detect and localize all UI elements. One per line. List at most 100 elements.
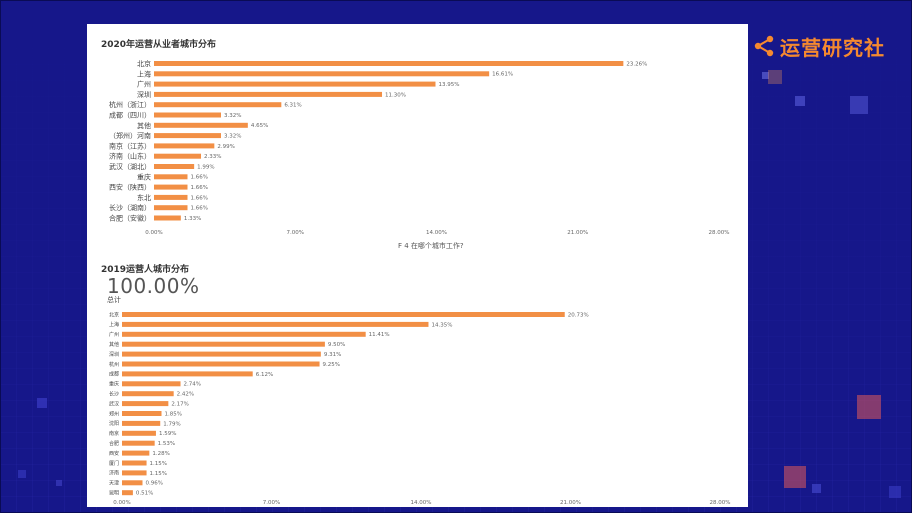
- x-tick-label: 14.00%: [426, 230, 447, 236]
- category-label: 沈阳: [109, 420, 119, 427]
- category-label: 西安（陕西）: [109, 183, 151, 192]
- x-tick-label: 0.00%: [145, 230, 162, 236]
- category-label: 重庆: [109, 381, 119, 388]
- category-label: 北京: [137, 59, 151, 68]
- category-label: 济南: [109, 470, 119, 477]
- x-tick-label: 7.00%: [263, 500, 280, 506]
- data-label: 1.66%: [190, 195, 207, 201]
- data-label: 9.50%: [328, 342, 345, 348]
- data-label: 9.25%: [323, 362, 340, 368]
- category-label: 重庆: [137, 172, 151, 181]
- bar: [122, 391, 174, 397]
- category-label: 其他: [137, 121, 151, 130]
- data-label: 1.79%: [163, 421, 180, 427]
- bar: [154, 91, 383, 97]
- data-label: 1.99%: [197, 164, 214, 170]
- data-label: 13.95%: [438, 82, 459, 88]
- data-label: 3.32%: [224, 113, 241, 119]
- category-label: 济南（山东）: [109, 152, 151, 161]
- category-label: 广州: [137, 80, 151, 89]
- category-label: 上海: [109, 321, 119, 328]
- category-label: （郑州）河南: [109, 131, 151, 140]
- category-label: 杭州: [109, 361, 119, 368]
- data-label: 9.31%: [324, 352, 341, 358]
- category-label: 南京（江苏）: [109, 141, 151, 150]
- brand-name: 运营研究社: [780, 35, 885, 60]
- data-label: 0.51%: [136, 491, 153, 497]
- bar: [122, 312, 565, 317]
- category-label: 武汉: [109, 400, 119, 407]
- data-label: 3.32%: [224, 134, 241, 140]
- bar: [154, 205, 188, 211]
- data-label: 6.31%: [284, 103, 301, 109]
- bar: [154, 174, 188, 180]
- data-label: 1.66%: [190, 175, 207, 181]
- category-label: 广州: [109, 331, 119, 338]
- data-label: 2.17%: [171, 402, 188, 408]
- bar: [154, 194, 188, 200]
- category-label: 南京: [109, 430, 119, 437]
- category-label: 深圳: [137, 90, 151, 99]
- bar: [154, 112, 221, 118]
- data-label: 1.33%: [184, 216, 201, 222]
- bar: [154, 81, 436, 87]
- category-label: 郑州: [109, 410, 119, 417]
- x-tick-label: 14.00%: [411, 500, 432, 506]
- category-label: 深圳: [109, 351, 119, 358]
- category-label: 武汉（湖北）: [109, 162, 151, 171]
- bar: [122, 480, 143, 486]
- bar: [154, 71, 490, 77]
- category-label: 其他: [109, 341, 119, 348]
- data-label: 1.66%: [190, 206, 207, 212]
- data-label: 1.59%: [159, 431, 176, 437]
- x-tick-label: 0.00%: [113, 500, 130, 506]
- x-tick-label: 28.00%: [709, 230, 730, 236]
- x-tick-label: 21.00%: [560, 500, 581, 506]
- bar: [154, 143, 215, 149]
- bar: [122, 440, 155, 446]
- bar: [122, 371, 253, 377]
- category-label: 北京: [109, 311, 119, 318]
- bar: [122, 381, 181, 387]
- bar: [154, 215, 181, 221]
- category-label: 成都（四川）: [109, 110, 151, 119]
- data-label: 1.66%: [190, 185, 207, 191]
- share-icon: [754, 35, 774, 57]
- bar: [122, 321, 429, 327]
- brand-logo: 运营研究社: [752, 32, 885, 60]
- bar: [122, 411, 162, 416]
- data-label: 2.42%: [177, 392, 194, 398]
- bar: [154, 153, 202, 159]
- category-label: 杭州（浙江）: [109, 100, 151, 109]
- total-value: 100.00%: [107, 274, 200, 298]
- data-label: 11.30%: [385, 92, 406, 98]
- decor-squares: [18, 70, 901, 498]
- data-label: 11.41%: [369, 332, 390, 338]
- bar: [122, 470, 147, 476]
- bar: [154, 61, 624, 66]
- bar: [122, 460, 147, 466]
- bar: [122, 450, 150, 456]
- category-label: 成都: [109, 371, 119, 378]
- data-label: 0.96%: [146, 481, 163, 487]
- data-label: 1.28%: [152, 451, 169, 457]
- x-tick-label: 21.00%: [567, 230, 588, 236]
- category-label: 昆明: [109, 490, 119, 496]
- x-tick-label: 7.00%: [287, 230, 304, 236]
- data-label: 2.33%: [204, 154, 221, 160]
- bar: [154, 122, 248, 128]
- data-label: 23.26%: [626, 61, 647, 67]
- bar: [154, 164, 195, 169]
- data-label: 1.53%: [158, 441, 175, 447]
- x-tick-label: 28.00%: [710, 500, 731, 506]
- total-label: 总计: [107, 296, 121, 304]
- bar: [122, 341, 325, 347]
- category-label: 长沙: [109, 390, 119, 397]
- category-label: 厦门: [109, 460, 119, 467]
- data-label: 1.15%: [150, 461, 167, 467]
- data-label: 2.74%: [184, 382, 201, 388]
- category-label: 天津: [109, 480, 119, 487]
- bar: [122, 331, 366, 337]
- data-label: 16.61%: [492, 72, 513, 78]
- chart1-title: 2020年运营从业者城市分布: [101, 40, 217, 50]
